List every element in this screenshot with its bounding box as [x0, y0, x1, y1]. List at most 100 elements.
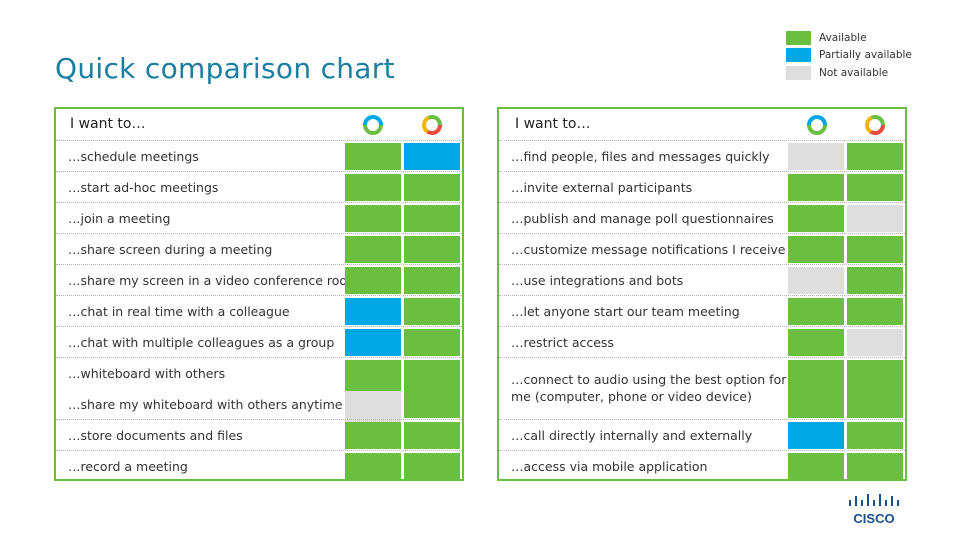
row-label: …let anyone start our team meeting [511, 304, 740, 319]
panel-header-label: I want to… [515, 116, 591, 132]
table-row: …use integrations and bots [499, 264, 905, 295]
legend-swatch [786, 48, 811, 63]
status-cell-app2 [404, 360, 460, 418]
teams-app-icon [865, 115, 885, 135]
status-cell-app2 [847, 422, 903, 449]
status-cell-app2 [847, 236, 903, 263]
row-label: …chat in real time with a colleague [68, 304, 290, 319]
table-row: …store documents and files [56, 419, 462, 450]
status-cell-app1 [788, 143, 844, 170]
comparison-panel-left: I want to… …schedule meetings …start ad-h… [54, 107, 464, 481]
comparison-panel-right: I want to… …find people, files and messa… [497, 107, 907, 481]
status-cell-app1 [788, 360, 844, 418]
legend-item-not-available: Not available [786, 64, 912, 82]
table-row: …connect to audio using the best option … [499, 357, 905, 419]
page-title: Quick comparison chart [55, 52, 395, 85]
row-label: …use integrations and bots [511, 273, 684, 288]
panel-header: I want to… [56, 109, 462, 140]
legend: Available Partially available Not availa… [786, 29, 912, 82]
legend-label: Not available [819, 66, 889, 79]
status-cell-app1 [788, 453, 844, 480]
status-cell-app1 [345, 143, 401, 170]
cisco-logo: CISCO [849, 494, 899, 526]
table-row: …publish and manage poll questionnaires [499, 202, 905, 233]
table-row: …let anyone start our team meeting [499, 295, 905, 326]
row-label: …share screen during a meeting [68, 242, 273, 257]
row-label: …call directly internally and externally [511, 428, 753, 443]
status-cell-app1 [788, 236, 844, 263]
status-cell-app2 [404, 422, 460, 449]
row-label: …publish and manage poll questionnaires [511, 211, 774, 226]
table-row: …customize message notifications I recei… [499, 233, 905, 264]
meetings-app-icon [807, 115, 827, 135]
status-cell-app2 [847, 298, 903, 325]
table-row: …whiteboard with others …share my whitebo… [56, 357, 462, 449]
table-row: …schedule meetings [56, 140, 462, 171]
row-label: …whiteboard with others [68, 366, 226, 381]
row-label-secondary: …share my whiteboard with others anytime [68, 397, 343, 412]
table-row: …find people, files and messages quickly [499, 140, 905, 171]
status-cell-app1 [345, 422, 401, 449]
status-cell-app1 [345, 298, 401, 325]
panel-header-label: I want to… [70, 116, 146, 132]
status-cell-app1 [788, 422, 844, 449]
status-cell-app2 [847, 453, 903, 480]
status-cell-app1 [788, 205, 844, 232]
status-cell-app2 [404, 329, 460, 356]
status-cell-app1 [345, 267, 401, 294]
row-label: …schedule meetings [68, 149, 199, 164]
row-label: …chat with multiple colleagues as a grou… [68, 335, 335, 350]
row-label: …find people, files and messages quickly [511, 149, 770, 164]
table-row: …restrict access [499, 326, 905, 357]
status-cell-app2 [404, 143, 460, 170]
svg-text:CISCO: CISCO [853, 511, 894, 526]
table-row: …invite external participants [499, 171, 905, 202]
meetings-app-icon [363, 115, 383, 135]
row-label: …start ad-hoc meetings [68, 180, 219, 195]
table-row: …start ad-hoc meetings [56, 171, 462, 202]
row-label: …record a meeting [68, 459, 188, 474]
status-cell-app2 [404, 205, 460, 232]
status-cell-app2 [404, 236, 460, 263]
legend-swatch [786, 30, 811, 45]
status-cell-app1 [788, 267, 844, 294]
table-row: …share screen during a meeting [56, 233, 462, 264]
table-row: …record a meeting [56, 450, 462, 481]
status-cell-app2 [404, 453, 460, 480]
table-row: …access via mobile application [499, 450, 905, 481]
panel-header: I want to… [499, 109, 905, 140]
status-cell-app1 [788, 298, 844, 325]
status-cell-app1 [345, 236, 401, 263]
legend-item-available: Available [786, 29, 912, 47]
teams-app-icon [422, 115, 442, 135]
status-cell-app1 [345, 174, 401, 201]
status-cell-app1 [345, 205, 401, 232]
legend-item-partial: Partially available [786, 47, 912, 65]
status-cell-app2 [404, 174, 460, 201]
status-cell-app1 [345, 453, 401, 480]
status-cell-app1 [788, 329, 844, 356]
row-label: …access via mobile application [511, 459, 708, 474]
table-row: …call directly internally and externally [499, 419, 905, 450]
row-label: …connect to audio using the best option … [511, 372, 787, 404]
row-label: …join a meeting [68, 211, 171, 226]
table-row: …share my screen in a video conference r… [56, 264, 462, 295]
status-cell-app2 [404, 267, 460, 294]
status-cell-app2 [847, 205, 903, 232]
status-cell-app2 [847, 174, 903, 201]
status-cell-app1 [788, 174, 844, 201]
status-cell-app1 [345, 329, 401, 356]
legend-label: Partially available [819, 49, 912, 62]
row-label: …restrict access [511, 335, 614, 350]
row-label: …invite external participants [511, 180, 693, 195]
table-row: …chat in real time with a colleague [56, 295, 462, 326]
table-row: …chat with multiple colleagues as a grou… [56, 326, 462, 357]
status-cell-app2 [847, 329, 903, 356]
legend-label: Available [819, 31, 867, 44]
row-label: …customize message notifications I recei… [511, 242, 786, 257]
status-cell-app2 [847, 143, 903, 170]
status-cell-app2 [847, 360, 903, 418]
row-label: …store documents and files [68, 428, 243, 443]
status-cell-app2 [404, 298, 460, 325]
row-label: …share my screen in a video conference r… [68, 273, 360, 288]
